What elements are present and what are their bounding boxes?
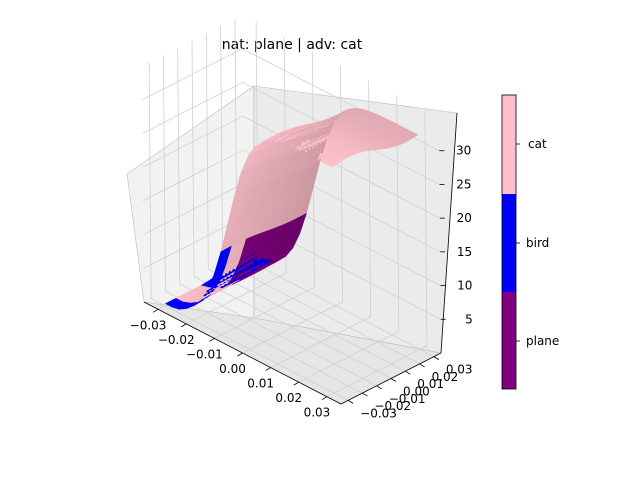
x-tick-label: 0.03 <box>304 406 331 420</box>
x-tick-label: −0.01 <box>186 347 223 361</box>
z-ticks: 5 10 15 20 25 30 <box>439 144 473 326</box>
y-tick-mark <box>362 392 368 397</box>
y-tick-mark <box>419 363 425 368</box>
x-tick-mark <box>181 323 187 328</box>
colorbar-label-bird: bird <box>526 236 549 250</box>
y-tick-label: 0.01 <box>417 377 444 391</box>
z-tick-label: 25 <box>456 177 471 191</box>
x-tick-label: 0.02 <box>275 391 302 405</box>
y-tick-mark <box>405 370 411 375</box>
x-tick-label: 0.01 <box>247 377 274 391</box>
x-tick-mark <box>293 381 299 386</box>
colorbar: plane bird cat <box>501 94 559 390</box>
y-tick-mark <box>347 400 354 404</box>
x-tick-label: −0.03 <box>130 318 167 332</box>
z-tick-label: 30 <box>456 144 471 158</box>
colorbar-segment-plane <box>502 292 516 389</box>
colorbar-label-cat: cat <box>528 137 547 151</box>
colorbar-segment-cat <box>502 95 516 194</box>
y-tick-label: 0.03 <box>446 363 473 377</box>
colorbar-segment-bird <box>502 194 516 292</box>
z-tick-label: 5 <box>465 312 473 326</box>
y-tick-mark <box>433 356 440 360</box>
z-tick-label: 15 <box>457 245 472 259</box>
y-tick-label: −0.03 <box>360 406 397 420</box>
z-tick-label: 10 <box>457 279 472 293</box>
y-tick-mark <box>376 385 382 390</box>
y-tick-mark <box>390 378 397 382</box>
colorbar-frame <box>501 94 517 390</box>
x-tick-label: −0.02 <box>158 333 195 347</box>
x-tick-mark <box>265 367 271 371</box>
x-tick-mark <box>152 308 159 313</box>
x-tick-mark <box>209 338 215 342</box>
z-axis-line <box>440 112 458 354</box>
x-tick-mark <box>321 396 328 401</box>
surface-facet <box>164 301 177 308</box>
y-tick-label: 0.02 <box>432 370 459 384</box>
colorbar-label-plane: plane <box>526 334 559 348</box>
y-ticks: −0.03−0.02−0.010.000.010.020.03 <box>347 356 473 420</box>
y-tick-label: 0.00 <box>403 385 430 399</box>
x-tick-label: 0.00 <box>219 362 246 376</box>
x-tick-mark <box>237 352 243 357</box>
grid-lines <box>142 18 441 401</box>
y-tick-label: −0.01 <box>389 392 426 406</box>
axes-3d: −0.03−0.02−0.010.000.010.020.03 −0.03−0.… <box>126 18 473 420</box>
z-tick-label: 20 <box>457 211 472 225</box>
chart-title: nat: plane | adv: cat <box>222 37 363 53</box>
x-ticks: −0.03−0.02−0.010.000.010.020.03 <box>130 308 331 420</box>
y-tick-label: −0.02 <box>374 399 411 413</box>
surface-plot <box>164 107 419 310</box>
